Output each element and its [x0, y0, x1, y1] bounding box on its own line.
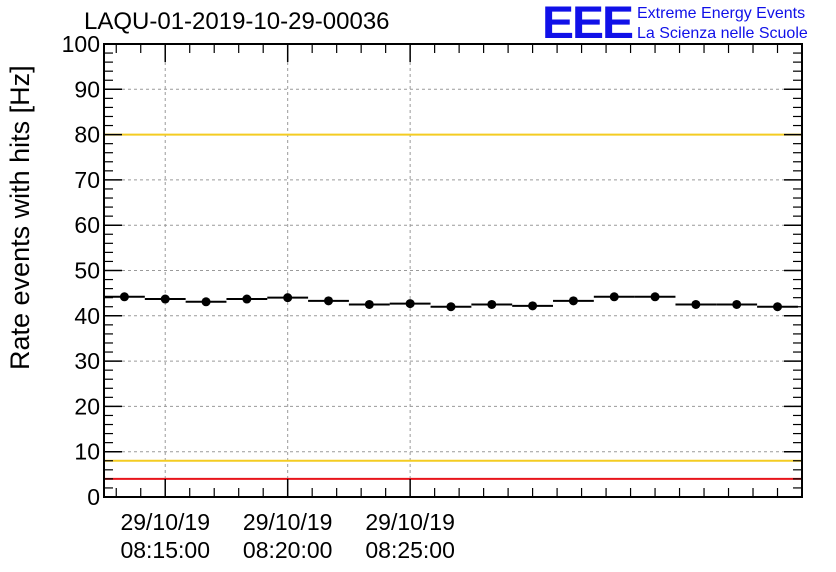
data-point — [773, 302, 783, 312]
data-point — [732, 299, 742, 309]
data-point — [691, 299, 701, 309]
axis-ticks — [104, 43, 802, 498]
grid-layer — [104, 44, 802, 497]
data-point — [324, 296, 334, 306]
data-point — [528, 301, 538, 311]
data-series — [104, 292, 798, 312]
data-point — [201, 297, 211, 307]
y-tick-label: 40 — [74, 303, 100, 329]
x-tick-time: 08:25:00 — [365, 537, 455, 563]
y-tick-label: 50 — [74, 258, 100, 284]
x-tick-date: 29/10/19 — [243, 509, 333, 535]
data-point — [283, 293, 293, 303]
y-tick-label: 60 — [74, 212, 100, 238]
data-point — [364, 299, 374, 309]
x-tick-time: 08:15:00 — [120, 537, 210, 563]
y-tick-label: 0 — [87, 484, 100, 510]
data-point — [650, 292, 660, 302]
tick-labels: 010203040506070809010029/10/1908:15:0029… — [62, 31, 455, 563]
data-point — [242, 294, 252, 304]
x-tick-time: 08:20:00 — [243, 537, 333, 563]
logo-line-2: La Scienza nelle Scuole — [637, 25, 808, 42]
y-tick-label: 70 — [74, 167, 100, 193]
y-tick-label: 100 — [62, 31, 100, 57]
data-point — [609, 292, 619, 302]
run-title: LAQU-01-2019-10-29-00036 — [84, 8, 390, 35]
y-tick-label: 10 — [74, 439, 100, 465]
y-tick-label: 30 — [74, 348, 100, 374]
y-axis-label: Rate events with hits [Hz] — [5, 65, 35, 370]
data-point — [446, 302, 456, 312]
logo-caption: Extreme Energy Events La Scienza nelle S… — [637, 4, 808, 44]
data-point — [160, 294, 170, 304]
y-tick-label: 80 — [74, 122, 100, 148]
data-point — [487, 299, 497, 309]
reference-lines — [104, 43, 802, 480]
data-point — [119, 292, 129, 302]
y-tick-label: 90 — [74, 76, 100, 102]
eee-logo: EEE — [542, 0, 634, 49]
data-point — [405, 299, 415, 309]
y-axis-label-wrap: Rate events with hits [Hz] — [5, 65, 310, 401]
data-point — [568, 296, 578, 306]
x-tick-date: 29/10/19 — [120, 509, 210, 535]
x-tick-date: 29/10/19 — [365, 509, 455, 535]
logo-line-1: Extreme Energy Events — [637, 5, 806, 22]
y-tick-label: 20 — [74, 393, 100, 419]
